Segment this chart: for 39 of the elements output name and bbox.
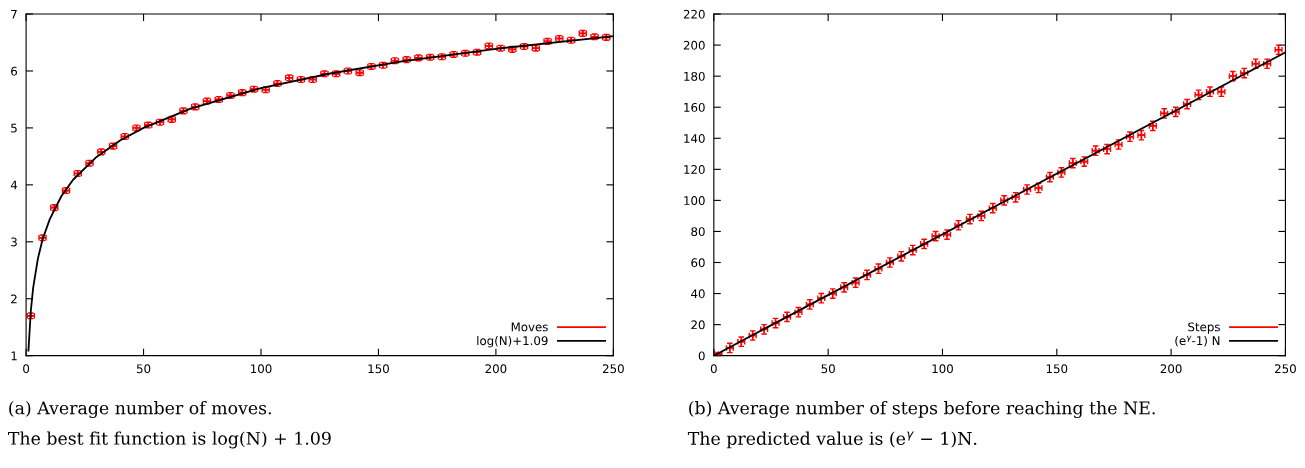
text: The best fit function is log(N) + 1.09 (8, 431, 331, 449)
y-tick-label: 220 (683, 9, 705, 19)
y-tick-label: 1 (11, 351, 17, 361)
x-tick-label: 150 (368, 364, 389, 374)
y-tick-label: 4 (10, 180, 18, 190)
y-tick-label: 120 (684, 165, 705, 174)
y-tick-label: 200 (683, 40, 705, 50)
y-tick-label: 0 (698, 351, 705, 361)
x-tick-label: 250 (602, 364, 624, 374)
y-tick-label: 80 (691, 227, 705, 237)
text: (b) Average number of steps before reaching the NE. (689, 400, 1155, 419)
text: The predicted value is (e$^{γ}$ − 1)N. (687, 431, 977, 449)
x-tick-label: 0 (23, 364, 30, 374)
y-tick-label: 160 (684, 102, 705, 112)
x-tick-label: 150 (1046, 364, 1068, 374)
x-tick-label: 50 (136, 364, 151, 374)
x-tick-label: 200 (485, 364, 507, 374)
y-tick-label: 60 (691, 258, 705, 268)
y-tick-label: 7 (11, 9, 17, 19)
text: (a) Average number of moves. (9, 400, 271, 419)
x-tick-label: 100 (251, 364, 272, 374)
x-tick-label: 100 (932, 364, 953, 374)
legend-label: (e$^{γ}$-1) N (1175, 335, 1220, 347)
y-tick-label: 2 (11, 294, 17, 304)
y-tick-label: 20 (691, 320, 705, 330)
y-tick-label: 5 (11, 123, 17, 133)
legend-label: Moves (511, 322, 548, 332)
y-tick-label: 6 (11, 66, 18, 76)
x-tick-label: 200 (1160, 364, 1182, 374)
y-tick-label: 180 (684, 71, 705, 81)
legend-label: Steps (1188, 322, 1220, 334)
x-tick-label: 250 (1275, 364, 1296, 374)
x-tick-label: 0 (710, 364, 717, 374)
legend-label: log(N)+1.09 (477, 335, 548, 348)
y-tick-label: 140 (684, 134, 705, 143)
x-tick-label: 50 (821, 364, 835, 374)
y-tick-label: 100 (684, 196, 705, 206)
y-tick-label: 40 (691, 289, 705, 299)
y-tick-label: 3 (11, 237, 17, 247)
